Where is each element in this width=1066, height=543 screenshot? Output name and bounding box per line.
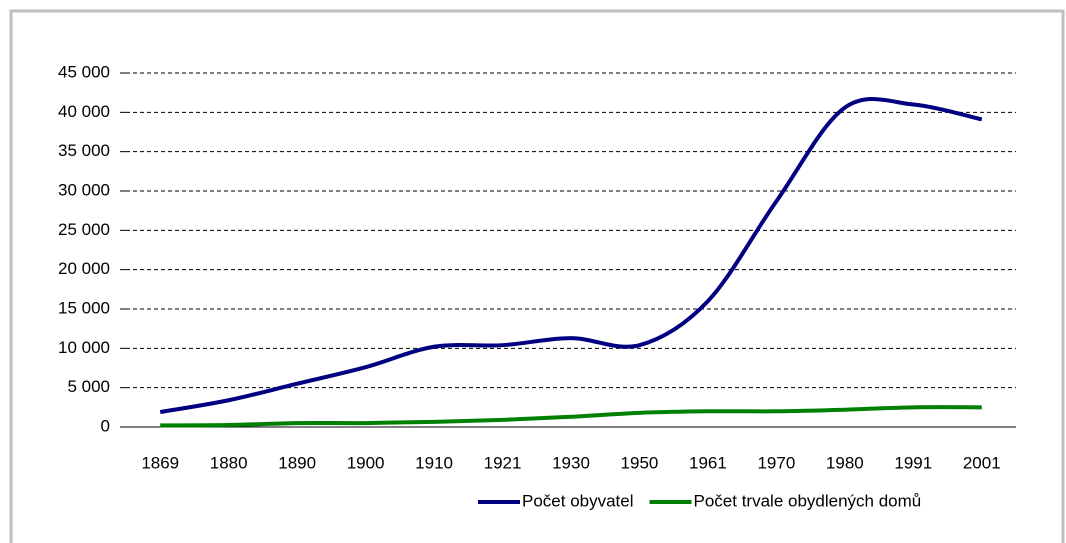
legend-label: Počet trvale obydlených domů bbox=[694, 491, 922, 510]
y-tick-label: 40 000 bbox=[58, 102, 110, 121]
x-tick-label: 1950 bbox=[621, 453, 659, 472]
y-tick-label: 35 000 bbox=[58, 141, 110, 160]
legend-label: Počet obyvatel bbox=[522, 491, 634, 510]
y-tick-label: 0 bbox=[101, 416, 110, 435]
y-tick-label: 30 000 bbox=[58, 180, 110, 199]
x-tick-label: 2001 bbox=[963, 453, 1001, 472]
x-tick-label: 1921 bbox=[484, 453, 522, 472]
series-line bbox=[159, 97, 983, 415]
y-tick-label: 10 000 bbox=[58, 338, 110, 357]
y-tick-label: 20 000 bbox=[58, 259, 110, 278]
x-tick-label: 1970 bbox=[757, 453, 795, 472]
x-tick-label: 1890 bbox=[278, 453, 316, 472]
x-tick-label: 1930 bbox=[552, 453, 590, 472]
x-tick-label: 1880 bbox=[210, 453, 248, 472]
y-tick-label: 45 000 bbox=[58, 62, 110, 81]
x-tick-label: 1900 bbox=[347, 453, 385, 472]
x-tick-label: 1991 bbox=[894, 453, 932, 472]
x-tick-label: 1980 bbox=[826, 453, 864, 472]
x-tick-label: 1910 bbox=[415, 453, 453, 472]
x-tick-label: 1869 bbox=[141, 453, 179, 472]
x-tick-label: 1961 bbox=[689, 453, 727, 472]
y-tick-label: 25 000 bbox=[58, 220, 110, 239]
y-tick-label: 15 000 bbox=[58, 298, 110, 317]
series-line bbox=[160, 405, 982, 428]
y-tick-label: 5 000 bbox=[67, 377, 110, 396]
